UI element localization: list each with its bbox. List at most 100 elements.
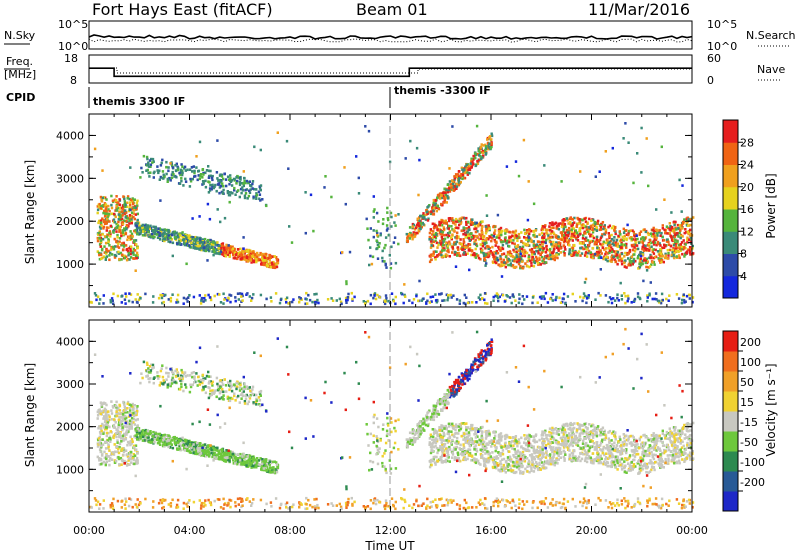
power-cell xyxy=(245,259,248,262)
power-cell xyxy=(96,239,100,243)
power-cell xyxy=(625,246,628,249)
power-cell xyxy=(557,235,560,239)
power-cell xyxy=(317,301,320,305)
power-cell xyxy=(573,216,576,220)
power-cell xyxy=(652,240,655,244)
power-cell xyxy=(259,188,262,192)
power-cell xyxy=(435,241,439,245)
velocity-cell xyxy=(100,426,103,430)
power-cell xyxy=(673,223,676,227)
power-cell xyxy=(472,158,475,161)
power-cell xyxy=(633,297,637,301)
freq-tick-bottom: 8 xyxy=(70,74,77,87)
power-cell xyxy=(653,238,656,241)
power-cell xyxy=(581,218,584,222)
power-cell xyxy=(503,261,506,264)
power-cell xyxy=(484,231,488,235)
power-cell xyxy=(443,201,446,204)
power-cell xyxy=(454,223,457,226)
power-cell xyxy=(527,255,531,258)
power-cell xyxy=(500,240,503,244)
power-cell xyxy=(306,302,309,305)
power-cell xyxy=(631,262,634,266)
power-cell xyxy=(118,240,121,244)
power-cell xyxy=(194,235,197,239)
power-cell xyxy=(491,253,494,256)
power-cell xyxy=(544,261,548,264)
power-cell xyxy=(464,253,467,256)
power-cell xyxy=(687,232,690,236)
power-cell xyxy=(216,241,219,244)
power-cell xyxy=(568,239,571,242)
power-cell xyxy=(641,259,644,263)
power-cell xyxy=(182,184,185,187)
power-cell xyxy=(105,212,108,215)
power-cell xyxy=(465,171,469,174)
power-cell xyxy=(440,193,443,197)
power-cell xyxy=(385,266,388,269)
power-cell xyxy=(447,197,450,200)
power-cell xyxy=(309,193,313,197)
power-cell xyxy=(664,228,668,232)
power-cell xyxy=(610,246,613,249)
power-cell xyxy=(416,225,419,229)
power-cell xyxy=(109,298,112,302)
power-cell xyxy=(179,173,182,177)
power-cell xyxy=(562,220,565,224)
power-cell xyxy=(620,259,623,263)
power-cell xyxy=(216,139,219,142)
power-cell xyxy=(583,232,586,235)
power-cell xyxy=(526,260,529,263)
power-cell xyxy=(278,301,282,305)
power-cell xyxy=(436,246,439,249)
power-cell xyxy=(682,293,685,296)
power-cell xyxy=(268,253,271,257)
power-cell xyxy=(119,229,122,232)
power-cell xyxy=(104,210,108,213)
power-cell xyxy=(249,184,252,187)
power-cell xyxy=(660,292,664,296)
power-cell xyxy=(128,214,132,217)
power-cell xyxy=(412,235,415,239)
power-cell xyxy=(205,169,209,172)
power-cell xyxy=(577,250,581,253)
power-cell xyxy=(384,243,387,247)
power-cell xyxy=(497,230,501,233)
power-cell xyxy=(275,258,279,261)
power-cell xyxy=(543,234,546,238)
power-cell xyxy=(449,183,453,186)
power-cell xyxy=(426,299,429,303)
power-cell xyxy=(167,298,170,301)
power-cell xyxy=(486,138,489,141)
power-cell xyxy=(591,234,594,238)
power-cell xyxy=(536,301,539,304)
power-cell xyxy=(500,253,504,256)
power-cell xyxy=(549,240,552,244)
power-cell xyxy=(263,258,266,261)
power-cell xyxy=(131,202,135,205)
power-cell xyxy=(228,251,232,254)
power-cell xyxy=(202,182,205,185)
nave-tick-bottom: 0 xyxy=(707,74,714,87)
power-cell xyxy=(98,257,102,261)
velocity-cell xyxy=(105,403,108,407)
power-cell xyxy=(200,248,203,252)
power-cell xyxy=(430,242,433,246)
colorbar-swatch xyxy=(723,186,738,210)
power-cell xyxy=(369,293,373,297)
power-cell xyxy=(269,296,273,299)
power-cell xyxy=(523,236,526,239)
power-cell xyxy=(227,296,230,300)
power-cell xyxy=(252,259,255,262)
power-cell xyxy=(670,226,674,230)
power-cell xyxy=(372,210,375,213)
power-cell xyxy=(668,294,671,297)
power-cell xyxy=(523,254,527,258)
freq-strip: Freq. [MHz] 18 8 60 0 Nave xyxy=(4,52,785,87)
velocity-cell xyxy=(115,435,118,439)
date-title: 11/Mar/2016 xyxy=(588,0,690,19)
power-cell xyxy=(521,260,524,263)
power-cell xyxy=(490,132,493,136)
power-cell xyxy=(183,242,186,245)
power-cell xyxy=(481,232,484,236)
